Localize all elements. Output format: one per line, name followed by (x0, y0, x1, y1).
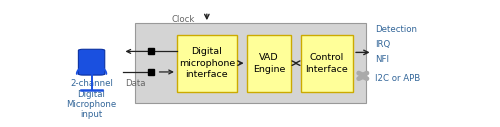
FancyBboxPatch shape (177, 35, 237, 92)
Text: IRQ: IRQ (375, 40, 390, 49)
FancyBboxPatch shape (136, 23, 366, 103)
Text: Clock: Clock (172, 15, 195, 24)
Text: Microphone: Microphone (66, 100, 116, 109)
Text: NFI: NFI (375, 55, 389, 64)
Text: Data: Data (126, 79, 146, 88)
Text: VAD
Engine: VAD Engine (252, 53, 285, 74)
Text: I2C or APB: I2C or APB (375, 74, 420, 83)
FancyBboxPatch shape (301, 35, 353, 92)
FancyBboxPatch shape (246, 35, 291, 92)
Text: Digital
microphone
interface: Digital microphone interface (178, 47, 235, 80)
Text: Control
Interface: Control Interface (306, 53, 348, 74)
Text: Digital: Digital (78, 90, 106, 99)
Text: 2-channel: 2-channel (70, 79, 113, 88)
Text: input: input (80, 109, 102, 118)
FancyBboxPatch shape (78, 49, 104, 75)
Text: Detection: Detection (375, 25, 417, 34)
